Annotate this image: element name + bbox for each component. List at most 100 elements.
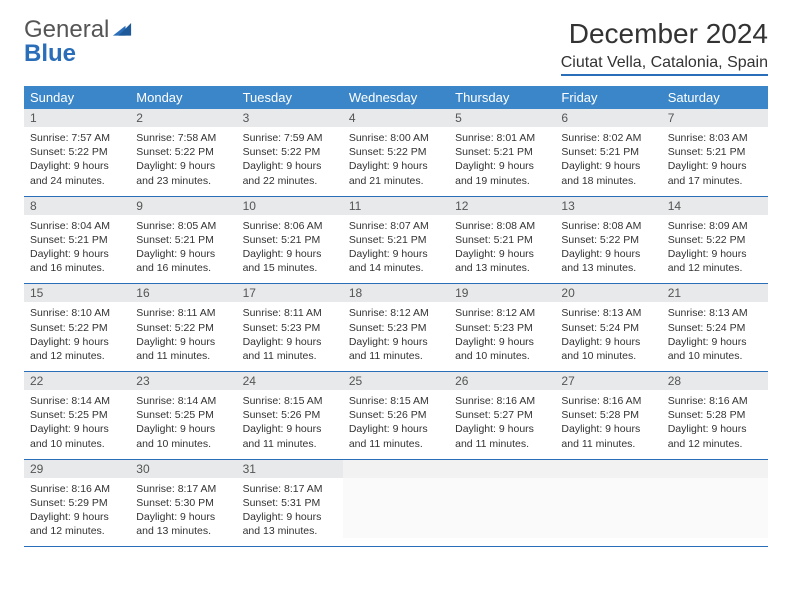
day-number: 22 [24, 372, 130, 390]
week-row: 15Sunrise: 8:10 AMSunset: 5:22 PMDayligh… [24, 284, 768, 372]
day-details: Sunrise: 8:08 AMSunset: 5:21 PMDaylight:… [449, 215, 555, 284]
day-details: Sunrise: 8:17 AMSunset: 5:31 PMDaylight:… [237, 478, 343, 547]
location: Ciutat Vella, Catalonia, Spain [561, 54, 768, 76]
day-details: Sunrise: 7:59 AMSunset: 5:22 PMDaylight:… [237, 127, 343, 196]
day-details: Sunrise: 8:15 AMSunset: 5:26 PMDaylight:… [237, 390, 343, 459]
day-cell: 2Sunrise: 7:58 AMSunset: 5:22 PMDaylight… [130, 109, 236, 196]
day-details: Sunrise: 8:12 AMSunset: 5:23 PMDaylight:… [449, 302, 555, 371]
weekday-header: Friday [555, 86, 661, 109]
day-number: 13 [555, 197, 661, 215]
day-details: Sunrise: 8:16 AMSunset: 5:28 PMDaylight:… [555, 390, 661, 459]
day-cell: 22Sunrise: 8:14 AMSunset: 5:25 PMDayligh… [24, 372, 130, 460]
day-cell: 6Sunrise: 8:02 AMSunset: 5:21 PMDaylight… [555, 109, 661, 196]
logo: GeneralBlue [24, 18, 133, 66]
day-number: 3 [237, 109, 343, 127]
week-row: 22Sunrise: 8:14 AMSunset: 5:25 PMDayligh… [24, 372, 768, 460]
day-number: 10 [237, 197, 343, 215]
weekday-header: Tuesday [237, 86, 343, 109]
day-cell: 15Sunrise: 8:10 AMSunset: 5:22 PMDayligh… [24, 284, 130, 372]
day-number: 29 [24, 460, 130, 478]
day-cell: 12Sunrise: 8:08 AMSunset: 5:21 PMDayligh… [449, 196, 555, 284]
day-cell: 29Sunrise: 8:16 AMSunset: 5:29 PMDayligh… [24, 459, 130, 547]
day-details: Sunrise: 8:12 AMSunset: 5:23 PMDaylight:… [343, 302, 449, 371]
day-number: 15 [24, 284, 130, 302]
month-title: December 2024 [561, 18, 768, 50]
day-cell: 5Sunrise: 8:01 AMSunset: 5:21 PMDaylight… [449, 109, 555, 196]
day-number: 11 [343, 197, 449, 215]
day-cell: 9Sunrise: 8:05 AMSunset: 5:21 PMDaylight… [130, 196, 236, 284]
day-details: Sunrise: 8:16 AMSunset: 5:27 PMDaylight:… [449, 390, 555, 459]
day-number: 7 [662, 109, 768, 127]
day-cell: 20Sunrise: 8:13 AMSunset: 5:24 PMDayligh… [555, 284, 661, 372]
day-details: Sunrise: 8:00 AMSunset: 5:22 PMDaylight:… [343, 127, 449, 196]
day-number: 26 [449, 372, 555, 390]
day-number: 9 [130, 197, 236, 215]
empty-cell: . [662, 459, 768, 547]
week-row: 8Sunrise: 8:04 AMSunset: 5:21 PMDaylight… [24, 196, 768, 284]
day-cell: 17Sunrise: 8:11 AMSunset: 5:23 PMDayligh… [237, 284, 343, 372]
day-number: 30 [130, 460, 236, 478]
day-number: 4 [343, 109, 449, 127]
day-details: Sunrise: 7:58 AMSunset: 5:22 PMDaylight:… [130, 127, 236, 196]
day-number: 6 [555, 109, 661, 127]
weekday-header: Wednesday [343, 86, 449, 109]
day-number: 23 [130, 372, 236, 390]
day-number: 25 [343, 372, 449, 390]
day-number: 14 [662, 197, 768, 215]
day-details: Sunrise: 8:04 AMSunset: 5:21 PMDaylight:… [24, 215, 130, 284]
day-number: 24 [237, 372, 343, 390]
week-row: 29Sunrise: 8:16 AMSunset: 5:29 PMDayligh… [24, 459, 768, 547]
calendar-table: Sunday Monday Tuesday Wednesday Thursday… [24, 86, 768, 547]
day-number: 12 [449, 197, 555, 215]
weekday-header: Saturday [662, 86, 768, 109]
day-cell: 1Sunrise: 7:57 AMSunset: 5:22 PMDaylight… [24, 109, 130, 196]
day-details: Sunrise: 8:11 AMSunset: 5:22 PMDaylight:… [130, 302, 236, 371]
day-details: Sunrise: 8:03 AMSunset: 5:21 PMDaylight:… [662, 127, 768, 196]
day-details: Sunrise: 8:14 AMSunset: 5:25 PMDaylight:… [130, 390, 236, 459]
day-cell: 25Sunrise: 8:15 AMSunset: 5:26 PMDayligh… [343, 372, 449, 460]
day-number: 2 [130, 109, 236, 127]
weekday-header: Thursday [449, 86, 555, 109]
day-cell: 23Sunrise: 8:14 AMSunset: 5:25 PMDayligh… [130, 372, 236, 460]
day-cell: 16Sunrise: 8:11 AMSunset: 5:22 PMDayligh… [130, 284, 236, 372]
day-details: Sunrise: 8:16 AMSunset: 5:29 PMDaylight:… [24, 478, 130, 547]
day-number: 1 [24, 109, 130, 127]
day-number: 19 [449, 284, 555, 302]
empty-cell: . [449, 459, 555, 547]
week-row: 1Sunrise: 7:57 AMSunset: 5:22 PMDaylight… [24, 109, 768, 196]
day-cell: 18Sunrise: 8:12 AMSunset: 5:23 PMDayligh… [343, 284, 449, 372]
weekday-header: Sunday [24, 86, 130, 109]
day-details: Sunrise: 8:09 AMSunset: 5:22 PMDaylight:… [662, 215, 768, 284]
day-details: Sunrise: 8:15 AMSunset: 5:26 PMDaylight:… [343, 390, 449, 459]
day-number: 18 [343, 284, 449, 302]
day-number: 31 [237, 460, 343, 478]
weekday-header: Monday [130, 86, 236, 109]
day-cell: 31Sunrise: 8:17 AMSunset: 5:31 PMDayligh… [237, 459, 343, 547]
day-details: Sunrise: 8:16 AMSunset: 5:28 PMDaylight:… [662, 390, 768, 459]
day-cell: 3Sunrise: 7:59 AMSunset: 5:22 PMDaylight… [237, 109, 343, 196]
day-cell: 27Sunrise: 8:16 AMSunset: 5:28 PMDayligh… [555, 372, 661, 460]
day-cell: 30Sunrise: 8:17 AMSunset: 5:30 PMDayligh… [130, 459, 236, 547]
empty-cell: . [343, 459, 449, 547]
day-details: Sunrise: 8:11 AMSunset: 5:23 PMDaylight:… [237, 302, 343, 371]
day-cell: 24Sunrise: 8:15 AMSunset: 5:26 PMDayligh… [237, 372, 343, 460]
day-cell: 7Sunrise: 8:03 AMSunset: 5:21 PMDaylight… [662, 109, 768, 196]
day-number: 8 [24, 197, 130, 215]
day-details: Sunrise: 8:02 AMSunset: 5:21 PMDaylight:… [555, 127, 661, 196]
day-number: 21 [662, 284, 768, 302]
header: GeneralBlue December 2024 Ciutat Vella, … [24, 18, 768, 76]
day-details: Sunrise: 8:05 AMSunset: 5:21 PMDaylight:… [130, 215, 236, 284]
weekday-header-row: Sunday Monday Tuesday Wednesday Thursday… [24, 86, 768, 109]
day-number: 16 [130, 284, 236, 302]
day-cell: 10Sunrise: 8:06 AMSunset: 5:21 PMDayligh… [237, 196, 343, 284]
day-cell: 21Sunrise: 8:13 AMSunset: 5:24 PMDayligh… [662, 284, 768, 372]
day-details: Sunrise: 8:13 AMSunset: 5:24 PMDaylight:… [662, 302, 768, 371]
day-cell: 4Sunrise: 8:00 AMSunset: 5:22 PMDaylight… [343, 109, 449, 196]
day-details: Sunrise: 8:10 AMSunset: 5:22 PMDaylight:… [24, 302, 130, 371]
day-details: Sunrise: 8:07 AMSunset: 5:21 PMDaylight:… [343, 215, 449, 284]
day-details: Sunrise: 8:01 AMSunset: 5:21 PMDaylight:… [449, 127, 555, 196]
day-details: Sunrise: 8:13 AMSunset: 5:24 PMDaylight:… [555, 302, 661, 371]
day-number: 28 [662, 372, 768, 390]
day-details: Sunrise: 8:06 AMSunset: 5:21 PMDaylight:… [237, 215, 343, 284]
day-number: 20 [555, 284, 661, 302]
